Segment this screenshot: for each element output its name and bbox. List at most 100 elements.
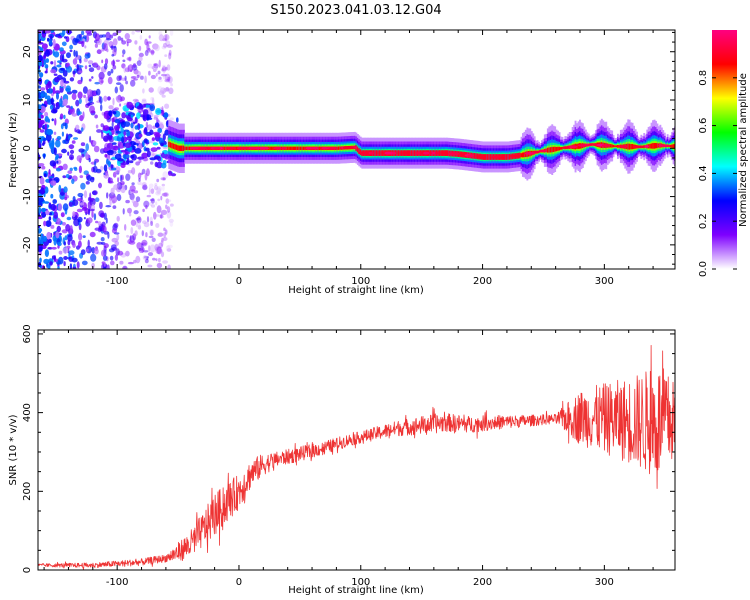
noise-blob [44, 64, 49, 69]
noise-blob [138, 45, 142, 51]
transition-blob [114, 153, 122, 160]
noise-blob [50, 109, 58, 114]
ridge-band [184, 146, 187, 150]
noise-blob [115, 59, 120, 62]
ridge-band [381, 151, 384, 155]
noise-blob [90, 110, 96, 114]
ridge-peak [524, 152, 536, 155]
transition-blob [122, 153, 130, 160]
noise-blob [61, 58, 68, 63]
ridge-peak [577, 144, 590, 147]
noise-blob [162, 42, 168, 48]
noise-blob [76, 155, 83, 162]
noise-blob [114, 166, 121, 174]
noise-blob [69, 149, 75, 154]
noise-blob [151, 237, 156, 242]
noise-blob [120, 181, 125, 185]
noise-blob [61, 222, 66, 226]
noise-blob [71, 140, 76, 144]
noise-blob [80, 127, 84, 132]
noise-blob [155, 72, 158, 77]
noise-blob [77, 91, 83, 99]
noise-blob [92, 62, 98, 67]
noise-blob [79, 202, 85, 206]
noise-blob [90, 176, 95, 183]
x-tick-label: 0 [236, 577, 242, 588]
ridge-band [356, 147, 359, 152]
ridge-band [488, 155, 491, 159]
noise-blob [150, 204, 156, 208]
noise-blob [124, 75, 127, 82]
ridge-peak [189, 146, 200, 150]
noise-blob [39, 72, 44, 78]
ridge-peak [658, 144, 663, 147]
noise-blob [72, 37, 78, 46]
noise-blob [149, 198, 155, 202]
noise-blob [108, 105, 114, 110]
noise-blob [142, 88, 145, 94]
noise-blob [115, 95, 121, 101]
ridge-band [443, 151, 445, 155]
ridge-band [650, 143, 653, 149]
ridge-band [486, 155, 489, 159]
noise-blob [100, 165, 104, 171]
noise-blob [148, 235, 154, 239]
noise-blob [155, 191, 162, 196]
noise-blob [142, 255, 148, 260]
noise-blob [49, 160, 57, 167]
noise-blob [150, 229, 154, 236]
ridge-band [614, 145, 616, 148]
noise-blob [168, 52, 172, 60]
noise-blob [80, 182, 86, 190]
noise-blob [61, 148, 67, 154]
ridge-band [296, 146, 299, 150]
transition-blob [134, 125, 139, 130]
noise-blob [48, 176, 54, 179]
noise-blob [48, 38, 53, 46]
noise-blob [166, 248, 172, 252]
ridge-band [612, 144, 615, 148]
noise-blob [47, 247, 53, 250]
ridge-band [405, 151, 407, 155]
y-tick-label: 400 [22, 403, 33, 422]
noise-blob [86, 89, 93, 97]
noise-blob [95, 124, 99, 129]
noise-blob [168, 218, 174, 223]
y-tick-label: 600 [22, 324, 33, 343]
noise-blob [55, 102, 59, 107]
x-tick-label: -100 [106, 577, 129, 588]
noise-blob [47, 37, 50, 42]
y-tick-label: 200 [22, 482, 33, 501]
noise-blob [72, 58, 78, 65]
noise-blob [65, 63, 69, 68]
noise-blob [158, 59, 161, 68]
noise-blob [62, 247, 69, 254]
transition-blob [155, 108, 162, 115]
noise-blob [116, 193, 122, 202]
noise-blob [112, 32, 118, 37]
noise-blob [146, 168, 150, 177]
transition-blob [123, 121, 131, 127]
transition-blob [149, 129, 154, 136]
noise-blob [138, 221, 141, 229]
noise-blob [45, 49, 50, 57]
noise-blob [63, 80, 70, 84]
noise-blob [168, 49, 172, 56]
noise-blob [165, 229, 168, 235]
transition-blob [125, 151, 128, 155]
noise-blob [130, 76, 137, 79]
ridge-band [504, 155, 507, 159]
noise-blob [148, 87, 154, 93]
noise-blob [57, 241, 62, 247]
noise-blob [88, 157, 91, 163]
noise-blob [160, 177, 166, 181]
noise-blob [41, 211, 47, 218]
snr-frame [37, 329, 676, 571]
noise-blob [165, 66, 168, 71]
noise-blob [131, 198, 135, 204]
ridge-band [440, 151, 443, 155]
noise-blob [85, 152, 89, 160]
noise-blob [122, 59, 126, 63]
